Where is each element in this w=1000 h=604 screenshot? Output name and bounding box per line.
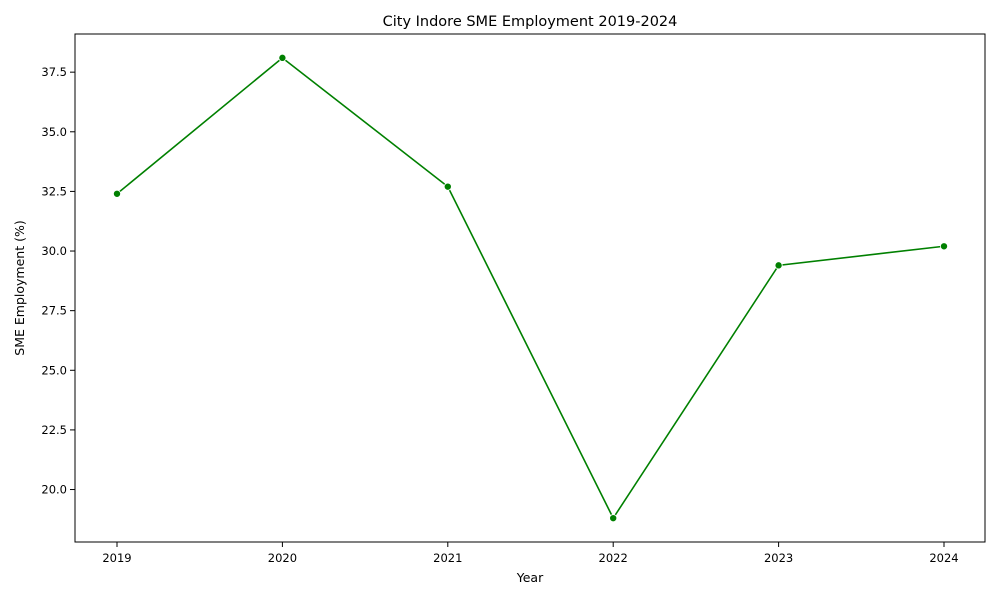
x-axis-label: Year	[516, 570, 544, 585]
data-point	[609, 514, 618, 523]
y-tick-label: 20.0	[41, 483, 67, 497]
data-point	[278, 53, 287, 62]
x-tick-label: 2021	[433, 551, 462, 565]
x-tick-label: 2023	[764, 551, 793, 565]
y-tick-label: 32.5	[41, 184, 67, 198]
data-point	[940, 242, 949, 251]
x-tick-label: 2019	[102, 551, 131, 565]
x-tick-label: 2024	[929, 551, 958, 565]
chart-title: City Indore SME Employment 2019-2024	[383, 14, 678, 30]
x-tick-label: 2020	[268, 551, 297, 565]
plot-area: 2019 2020 2021 2022 2023 2024 20.0 22.5 25.0 27.5…	[41, 33, 986, 565]
plot-frame	[74, 33, 986, 543]
y-tick-label: 27.5	[41, 304, 67, 318]
x-tick-label: 2022	[599, 551, 628, 565]
y-tick-label: 37.5	[41, 65, 67, 79]
y-axis-label: SME Employment (%)	[12, 220, 27, 355]
series-line	[116, 56, 945, 520]
data-point	[443, 182, 452, 191]
data-point	[113, 189, 122, 198]
y-tick-label: 25.0	[41, 363, 67, 377]
data-point	[774, 261, 783, 270]
y-tick-label: 22.5	[41, 423, 67, 437]
y-tick-label: 30.0	[41, 244, 67, 258]
y-tick-label: 35.0	[41, 125, 67, 139]
